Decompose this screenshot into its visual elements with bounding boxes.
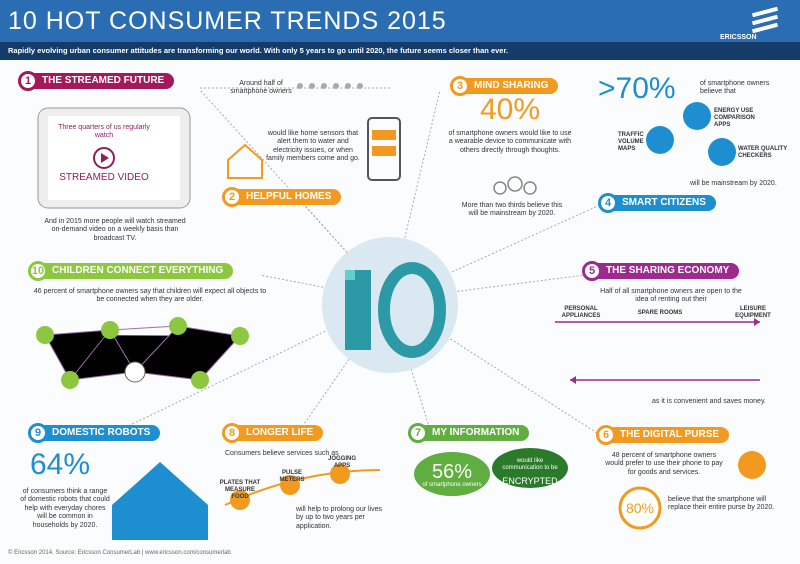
text: Half of all smartphone owners are open t…	[600, 288, 742, 304]
text: will be mainstream by 2020.	[690, 180, 777, 187]
trend-number: 5	[582, 261, 602, 281]
trend-badge: 1 THE STREAMED FUTURE	[18, 71, 175, 91]
text: Around half of smartphone owners	[230, 80, 292, 96]
text: 46 percent of smartphone owners say that…	[33, 288, 267, 304]
trend-badge: 5 THE SHARING ECONOMY	[582, 261, 740, 281]
trend-number: 4	[598, 193, 618, 213]
label: JOGGING APPS	[327, 456, 356, 470]
text: would like communication to be	[502, 458, 558, 472]
trend-number: 9	[28, 423, 48, 443]
trend-number: 6	[596, 425, 616, 445]
text: Consumers believe services such as	[225, 450, 339, 457]
text: STREAMED VIDEO	[59, 172, 149, 183]
trend-badge: 10 CHILDREN CONNECT EVERYTHING	[28, 261, 234, 281]
trend-title: CHILDREN CONNECT EVERYTHING	[44, 263, 234, 279]
trend-title: SMART CITIZENS	[614, 195, 716, 211]
text: 48 percent of smartphone owners would pr…	[605, 452, 723, 476]
label: TRAFFIC VOLUME MAPS	[618, 132, 644, 153]
trend-title: MY INFORMATION	[424, 425, 530, 441]
trend-badge: 7 MY INFORMATION	[408, 423, 530, 443]
text: as it is convenient and saves money.	[652, 398, 766, 405]
trend-badge: 3 MIND SHARING	[450, 76, 559, 96]
trend-number: 8	[222, 423, 242, 443]
trend-number: 10	[28, 261, 48, 281]
trend-number: 2	[222, 187, 242, 207]
trend-badge: 2 HELPFUL HOMES	[222, 187, 342, 207]
text: will help to prolong our lives by up to …	[296, 506, 382, 530]
text: More than two thirds believe this will b…	[461, 202, 563, 218]
trend-title: MIND SHARING	[466, 78, 559, 94]
text: ENCRYPTED	[502, 476, 558, 486]
percentage: >70%	[598, 72, 676, 105]
text: Three quarters of us regularly watch	[58, 124, 150, 140]
trend-badge: 4 SMART CITIZENS	[598, 193, 716, 213]
logo: ERICSSON	[720, 34, 757, 41]
subtitle: Rapidly evolving urban consumer attitude…	[8, 46, 509, 55]
trend-title: THE DIGITAL PURSE	[612, 427, 730, 443]
label: SPARE ROOMS	[637, 310, 683, 316]
trend-number: 3	[450, 76, 470, 96]
title: 10 HOT CONSUMER TRENDS 2015	[8, 7, 447, 35]
percentage: 40%	[479, 93, 541, 126]
trend-title: HELPFUL HOMES	[238, 189, 342, 205]
text: of consumers think a range of domestic r…	[20, 488, 110, 529]
trend-badge: 9 DOMESTIC ROBOTS	[28, 423, 161, 443]
text: would like home sensors that alert them …	[266, 130, 360, 163]
trend-title: THE SHARING ECONOMY	[598, 263, 740, 279]
trend-number: 1	[18, 71, 38, 91]
label: PULSE METERS	[279, 470, 305, 484]
label: PLATES THAT MEASURE FOOD	[219, 480, 261, 501]
text: And in 2015 more people will watch strea…	[44, 218, 186, 242]
text: of smartphone owners would like to use a…	[448, 130, 572, 154]
text: of smartphone owners believe that	[700, 80, 770, 96]
trend-badge: 8 LONGER LIFE	[222, 423, 324, 443]
trend-badge: 6 THE DIGITAL PURSE	[596, 425, 730, 445]
label: PERSONAL APPLIANCES	[561, 306, 601, 320]
text: believe that the smartphone will replace…	[668, 496, 775, 512]
label: ENERGY USE COMPARISON APPS	[714, 108, 755, 129]
trend-title: DOMESTIC ROBOTS	[44, 425, 161, 441]
percentage: 64%	[30, 448, 91, 481]
footer: © Ericsson 2014. Source: Ericsson Consum…	[8, 550, 231, 556]
trend-number: 7	[408, 423, 428, 443]
trend-title: LONGER LIFE	[238, 425, 324, 441]
label: WATER QUALITY CHECKERS	[738, 146, 788, 160]
percentage: 56%	[431, 461, 473, 483]
text: of smartphone owners	[422, 482, 482, 488]
percentage: 80%	[625, 500, 655, 516]
label: LEISURE EQUIPMENT	[735, 306, 771, 320]
trend-title: THE STREAMED FUTURE	[34, 73, 175, 89]
